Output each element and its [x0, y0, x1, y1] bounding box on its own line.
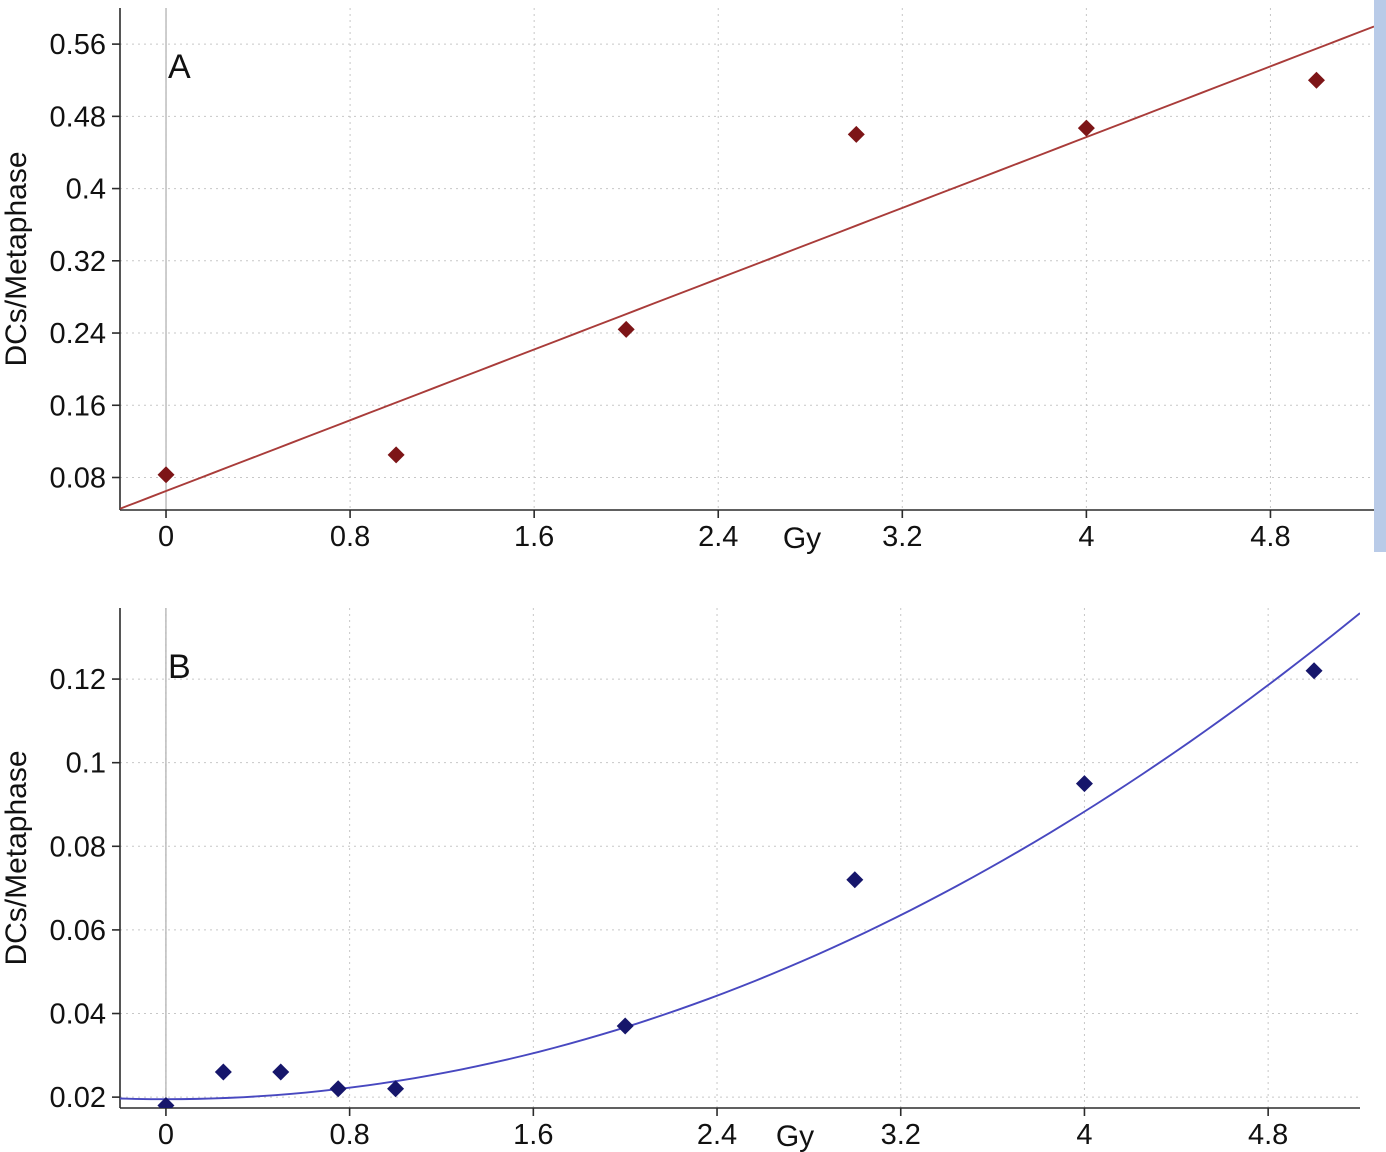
data-layer	[120, 612, 1360, 1108]
y-tick-label: 0.02	[50, 1082, 106, 1114]
y-tick-label: 0.1	[66, 748, 106, 780]
panel-label: B	[168, 648, 191, 686]
y-tick-label: 0.24	[50, 318, 106, 350]
y-tick-label: 0.32	[50, 246, 106, 278]
data-point-diamond	[214, 1063, 232, 1081]
trend-line	[120, 612, 1360, 1101]
x-tick-label: 3.2	[882, 521, 922, 553]
y-tick-label: 0.56	[50, 29, 106, 61]
data-point-diamond	[1077, 119, 1095, 137]
x-tick-label: 4	[1078, 521, 1094, 553]
panel-label: A	[168, 48, 191, 86]
x-tick-label: 0.8	[329, 1119, 369, 1151]
y-tick-label: 0.04	[50, 999, 106, 1031]
data-point-diamond	[1307, 71, 1325, 89]
y-tick-label: 0.08	[50, 831, 106, 863]
data-point-diamond	[616, 1017, 634, 1035]
y-axis-label: DCs/Metaphase	[0, 151, 33, 366]
data-point-diamond	[329, 1080, 347, 1098]
chart-panel-a: 0 0.8 1.6 2.4 3.2 4 4.8 0.08 0.16 0.24 0.32 0.4 0.48…	[0, 8, 1374, 555]
y-tick-label: 0.16	[50, 390, 106, 422]
x-tick-label: 3.2	[881, 1119, 921, 1151]
y-tick-label: 0.08	[50, 462, 106, 494]
x-tick-label: 4.8	[1250, 521, 1290, 553]
y-tick-label: 0.48	[50, 101, 106, 133]
data-point-diamond	[1305, 662, 1323, 680]
x-tick-label: 4.8	[1248, 1119, 1288, 1151]
chart-panel-b: 0 0.8 1.6 2.4 3.2 4 4.8 0.02 0.04 0.06 0.08 0.1 0.12…	[0, 608, 1360, 1152]
x-tick-label: 2.4	[697, 1119, 737, 1151]
data-point-diamond	[387, 1080, 405, 1098]
y-tick-label: 0.12	[50, 664, 106, 696]
x-tick-label: 1.6	[513, 1119, 553, 1151]
x-tick-label: 0	[158, 1119, 174, 1151]
data-point-diamond	[272, 1063, 290, 1081]
data-point-diamond	[1075, 775, 1093, 793]
x-tick-label: 4	[1076, 1119, 1092, 1151]
data-point-diamond	[157, 466, 175, 484]
data-point-diamond	[157, 1096, 175, 1108]
x-axis-label: Gy	[776, 1120, 814, 1152]
right-edge-highlight	[1374, 0, 1386, 552]
x-tick-label: 1.6	[514, 521, 554, 553]
data-point-diamond	[387, 446, 405, 464]
y-tick-label: 0.4	[66, 174, 106, 206]
x-tick-label: 0.8	[330, 521, 370, 553]
x-tick-label: 2.4	[698, 521, 738, 553]
data-point-diamond	[846, 871, 864, 889]
data-point-diamond	[617, 320, 635, 338]
data-layer	[120, 25, 1374, 510]
y-axis-label: DCs/Metaphase	[0, 750, 33, 965]
data-point-diamond	[847, 125, 865, 143]
x-axis-label: Gy	[783, 522, 821, 555]
x-tick-label: 0	[158, 521, 174, 553]
y-tick-label: 0.06	[50, 915, 106, 947]
trend-line	[120, 25, 1374, 510]
